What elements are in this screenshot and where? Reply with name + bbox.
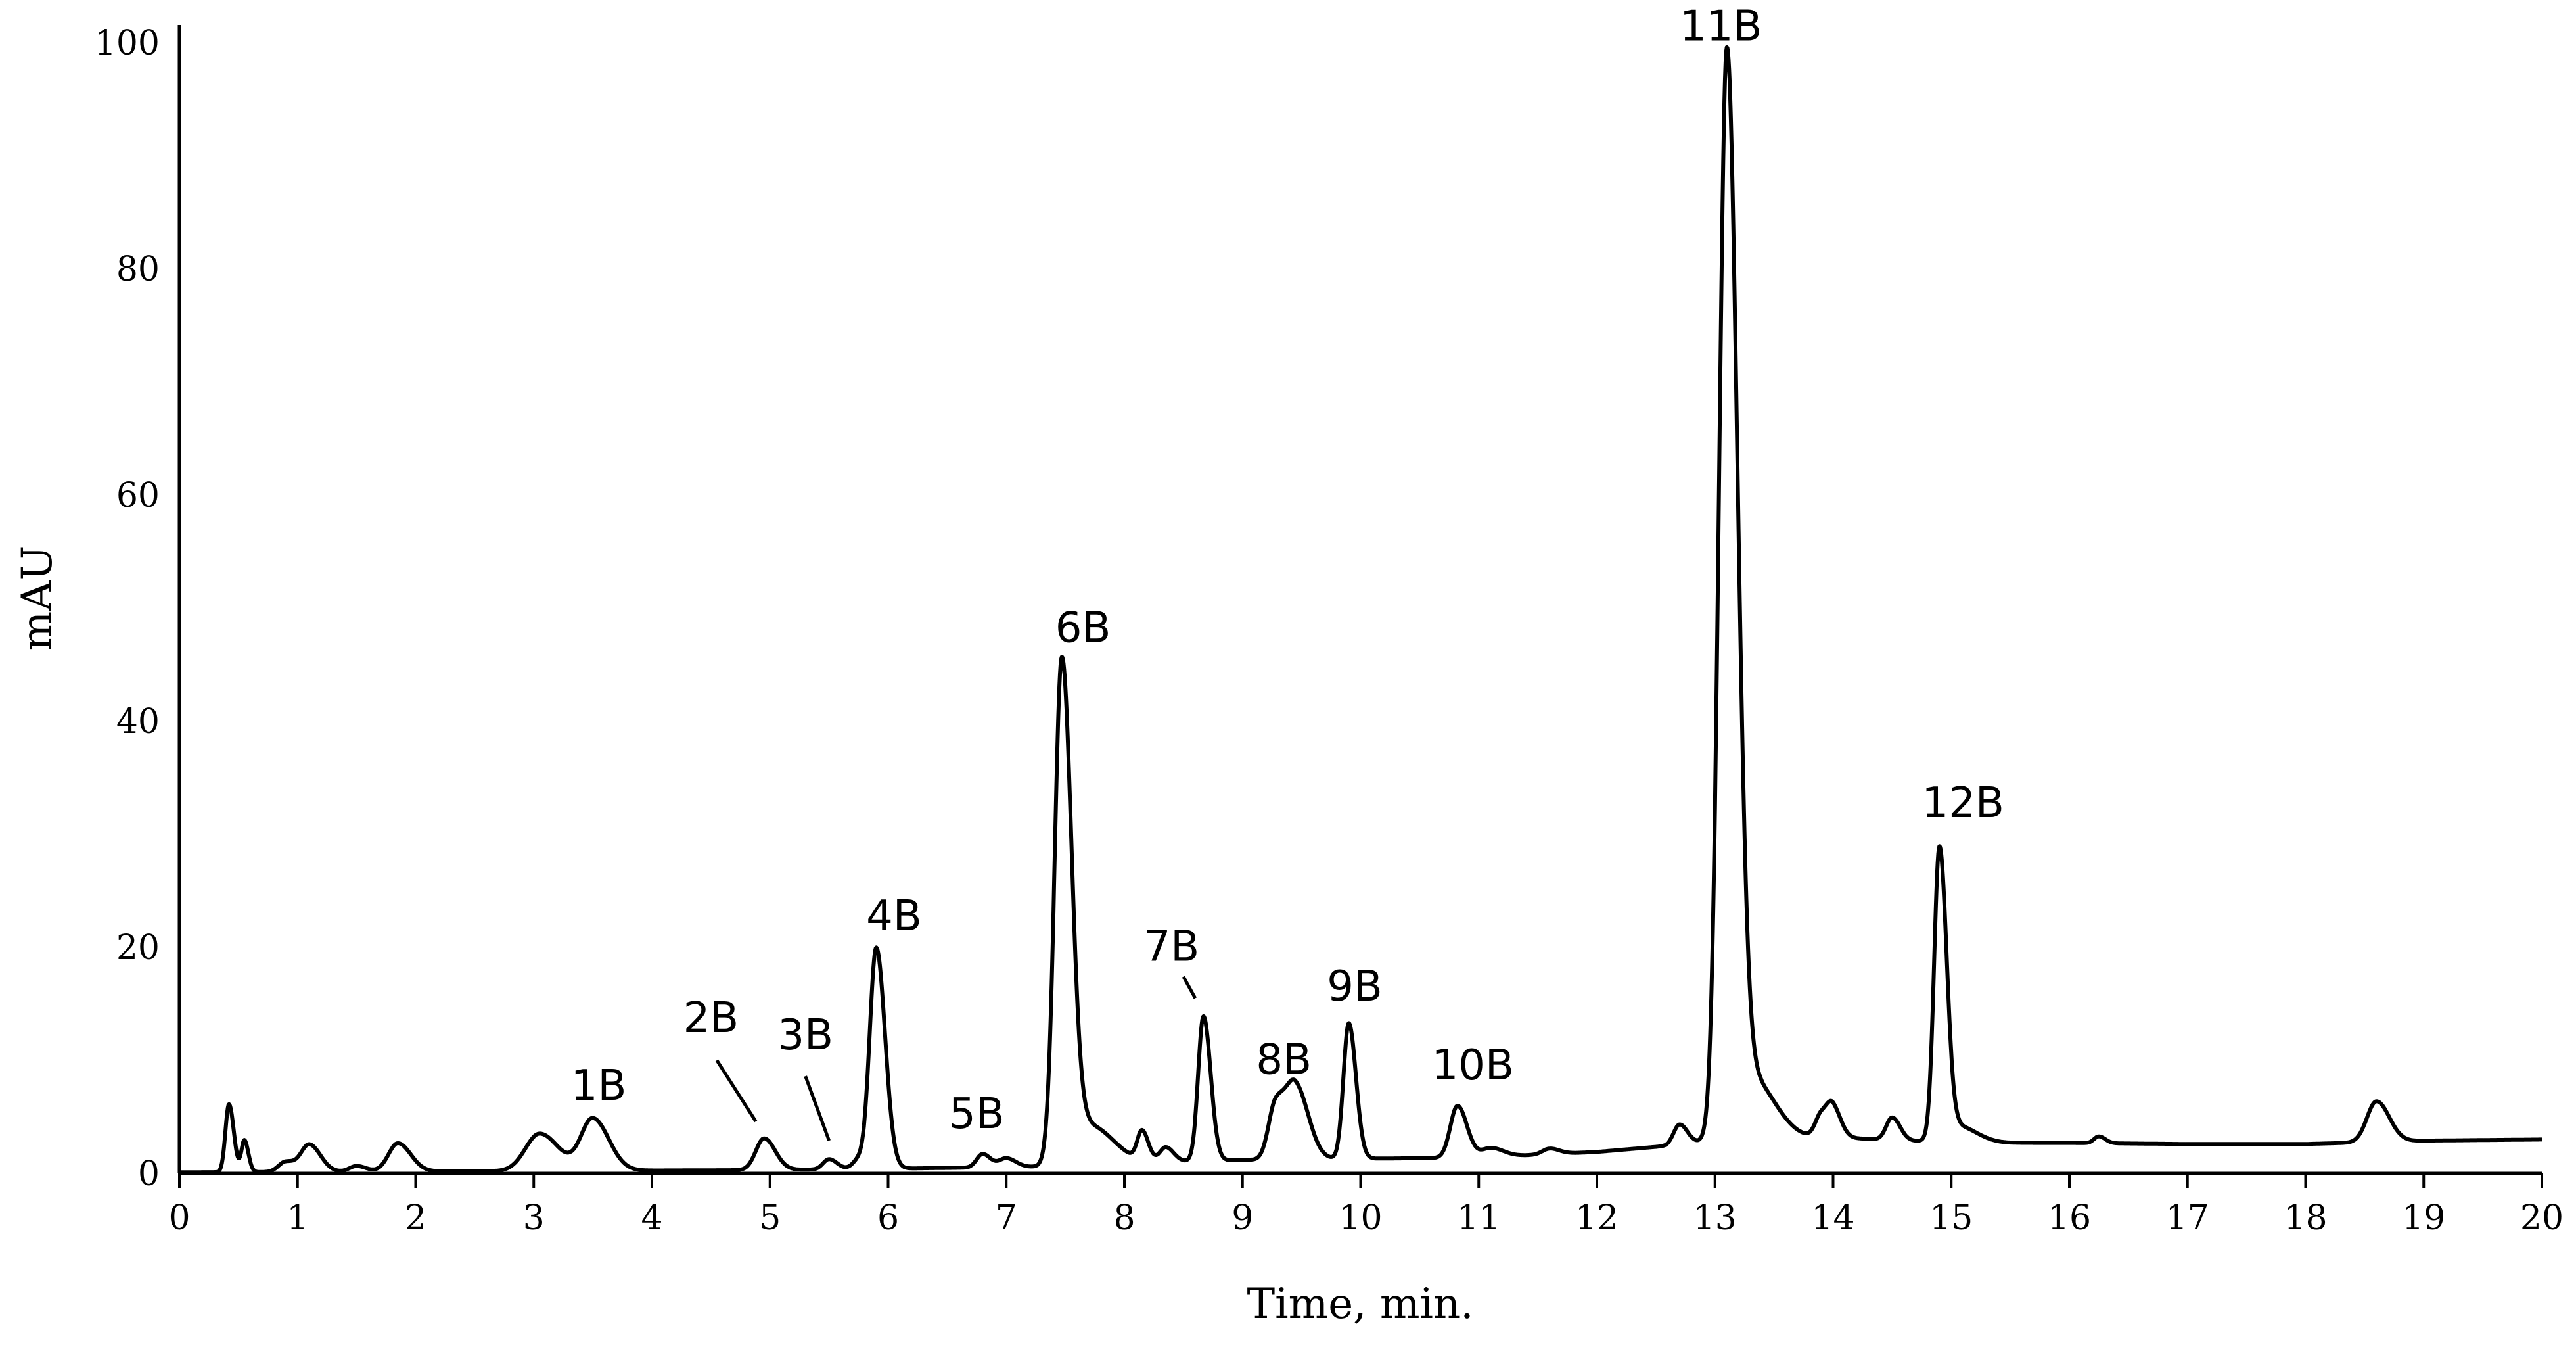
x-tick-label: 1 — [287, 1198, 308, 1238]
x-tick-label: 13 — [1693, 1198, 1737, 1238]
y-tick-label: 60 — [116, 476, 160, 515]
x-tick-label: 6 — [877, 1198, 899, 1238]
x-tick-label: 5 — [759, 1198, 781, 1238]
x-axis-title: Time, min. — [1247, 1280, 1473, 1329]
x-tick-label: 0 — [168, 1198, 190, 1238]
x-tick-label: 11 — [1457, 1198, 1500, 1238]
y-tick-label: 100 — [95, 24, 160, 63]
peak-leader-line-3b — [804, 1075, 831, 1141]
x-tick-label: 14 — [1811, 1198, 1854, 1238]
x-tick-label: 12 — [1575, 1198, 1619, 1238]
peak-label-4b: 4B — [866, 892, 922, 941]
x-tick-label: 19 — [2402, 1198, 2445, 1238]
peak-label-11b: 11B — [1680, 3, 1762, 51]
y-tick-label: 0 — [138, 1154, 160, 1194]
peak-label-10b: 10B — [1432, 1041, 1514, 1090]
x-tick-label: 4 — [641, 1198, 662, 1238]
y-ticks-group: 0 20 40 60 80 100 — [95, 24, 160, 1194]
x-tick-label: 16 — [2048, 1198, 2091, 1238]
y-tick-label: 20 — [116, 928, 160, 968]
peak-annotations-group: 1B 2B 3B 4B 5B 6B 7B 8B 9B 10B 11B 12B — [571, 3, 2004, 1141]
y-tick-label: 80 — [116, 250, 160, 289]
peak-label-8b: 8B — [1256, 1036, 1312, 1085]
peak-label-1b: 1B — [571, 1062, 627, 1110]
x-tick-label: 7 — [996, 1198, 1017, 1238]
x-tick-label: 2 — [405, 1198, 426, 1238]
x-tick-label: 8 — [1113, 1198, 1135, 1238]
x-tick-label: 20 — [2520, 1198, 2564, 1238]
y-axis-title: mAU — [13, 546, 62, 651]
series-line-chromatogram — [177, 45, 2544, 1175]
peak-label-2b: 2B — [683, 994, 739, 1043]
peak-leader-line-7b — [1182, 976, 1197, 999]
peak-label-9b: 9B — [1327, 962, 1383, 1011]
peak-label-3b: 3B — [777, 1011, 833, 1060]
peak-label-7b: 7B — [1144, 923, 1200, 972]
x-tick-label: 18 — [2284, 1198, 2327, 1238]
x-tick-label: 15 — [1929, 1198, 1973, 1238]
x-tick-label: 9 — [1231, 1198, 1253, 1238]
y-tick-label: 40 — [116, 702, 160, 742]
peak-label-12b: 12B — [1922, 779, 2004, 828]
peak-leader-line-2b — [715, 1059, 758, 1123]
x-ticks-group: 0 1 2 3 4 5 6 7 8 9 10 11 12 13 14 15 16 17 18 19 20 — [168, 1173, 2564, 1238]
x-tick-label: 3 — [523, 1198, 545, 1238]
x-tick-label: 17 — [2166, 1198, 2209, 1238]
x-tick-label: 10 — [1339, 1198, 1382, 1238]
peak-label-6b: 6B — [1055, 604, 1111, 653]
peak-label-5b: 5B — [949, 1090, 1005, 1139]
